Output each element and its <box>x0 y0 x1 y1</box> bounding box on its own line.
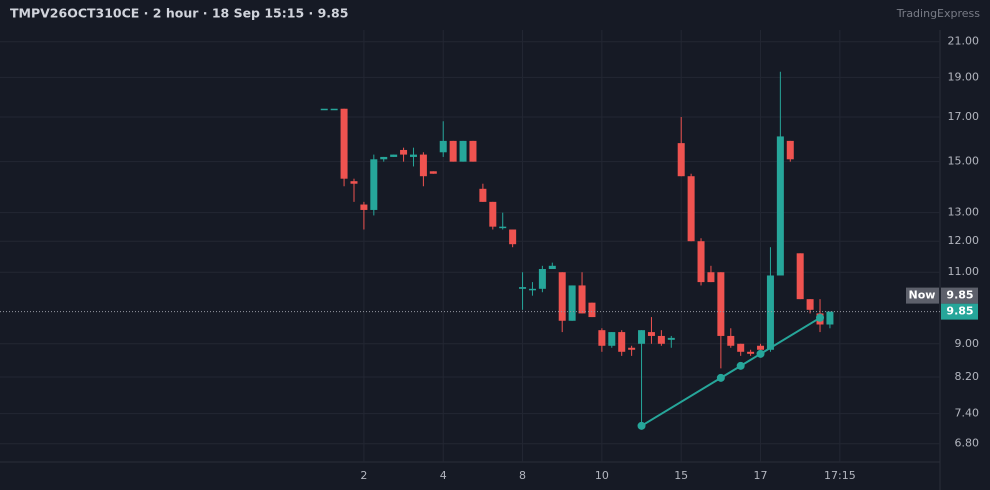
candle-body <box>429 171 437 174</box>
trend-point <box>816 313 825 322</box>
candle-body <box>558 272 566 321</box>
trend-point <box>716 373 725 382</box>
candle-body <box>796 253 804 300</box>
now-price-box <box>941 287 978 304</box>
candle-body <box>479 188 487 202</box>
candle-body <box>390 154 398 157</box>
candle-body <box>757 345 765 350</box>
trend-point <box>756 349 765 358</box>
candle-body <box>598 330 606 346</box>
candle-body <box>370 159 378 210</box>
candle-body <box>697 241 705 283</box>
brand: TradingExpress <box>896 7 981 20</box>
y-tick-label: 13.00 <box>948 206 980 219</box>
now-box <box>906 287 939 304</box>
y-tick-label: 21.00 <box>948 35 980 48</box>
now-label: Now <box>909 289 936 302</box>
candle-body <box>449 140 457 162</box>
candle-body <box>360 204 368 210</box>
candle-body <box>687 176 695 242</box>
candle-body <box>538 269 546 289</box>
candle-body <box>717 272 725 336</box>
y-tick-label: 8.20 <box>955 370 980 383</box>
price-label: 9.85 <box>946 305 973 318</box>
candle-body <box>707 272 715 283</box>
candle-body <box>489 201 497 227</box>
candle-body <box>340 108 348 179</box>
candle-body <box>519 287 527 289</box>
y-tick-label: 17.00 <box>948 110 980 123</box>
candle-body <box>568 285 576 321</box>
y-tick-label: 6.80 <box>955 437 980 450</box>
x-tick-label: 8 <box>519 469 526 482</box>
candle-body <box>330 108 338 111</box>
candle-body <box>419 154 427 177</box>
candle-body <box>747 351 755 354</box>
candle-body <box>459 140 467 162</box>
y-tick-label: 19.00 <box>948 70 980 83</box>
candle-body <box>400 149 408 155</box>
candle-body <box>806 299 814 310</box>
x-tick-label: 17:15 <box>824 469 856 482</box>
candle-body <box>628 347 636 350</box>
candle-body <box>439 140 447 153</box>
candle-body <box>647 332 655 336</box>
candle-body <box>667 337 675 340</box>
candle-body <box>618 332 626 352</box>
y-tick-label: 12.00 <box>948 234 980 247</box>
candle-body <box>608 332 616 346</box>
candle-body <box>499 226 507 229</box>
candle-body <box>737 343 745 352</box>
x-tick-label: 17 <box>754 469 768 482</box>
chart-title: TMPV26OCT310CE · 2 hour · 18 Sep 15:15 ·… <box>10 6 348 21</box>
now-price: 9.85 <box>946 289 973 302</box>
candle-body <box>509 229 517 245</box>
candle-body <box>826 311 834 325</box>
candle-body <box>657 335 665 344</box>
y-tick-label: 7.40 <box>955 407 980 420</box>
candle-body <box>786 140 794 160</box>
price-label-box <box>941 303 978 320</box>
candle-body <box>380 156 388 160</box>
candle-body <box>528 288 536 291</box>
candle-body <box>727 335 735 346</box>
marks <box>320 71 834 430</box>
y-tick-label: 15.00 <box>948 155 980 168</box>
candle-body <box>350 181 358 184</box>
grid <box>0 30 940 462</box>
candle-body <box>409 154 417 157</box>
candle-body <box>776 136 784 276</box>
candle-body <box>578 285 586 314</box>
candle-body <box>677 143 685 177</box>
trend-point <box>637 421 646 430</box>
x-tick-label: 10 <box>595 469 609 482</box>
candle-body <box>588 302 596 318</box>
candle-body <box>320 108 328 111</box>
candle-body <box>766 275 774 350</box>
y-tick-label: 9.00 <box>955 337 980 350</box>
x-tick-label: 15 <box>674 469 688 482</box>
candle-body <box>548 265 556 270</box>
x-tick-label: 2 <box>360 469 367 482</box>
x-tick-label: 4 <box>440 469 447 482</box>
y-tick-label: 11.00 <box>948 265 980 278</box>
candle-body <box>469 140 477 162</box>
candle-body <box>638 330 646 344</box>
trend-point <box>736 361 745 370</box>
